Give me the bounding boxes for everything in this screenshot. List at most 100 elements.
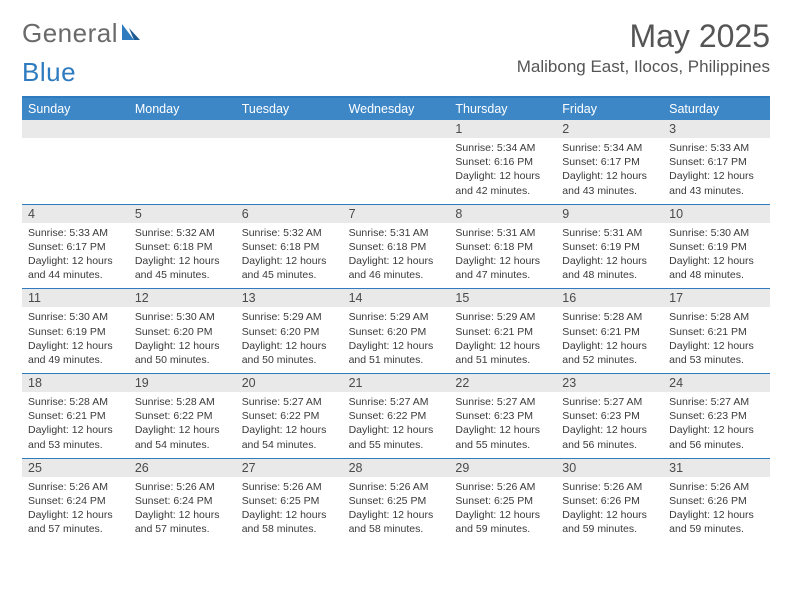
day-body — [343, 138, 450, 198]
daylight-text: Daylight: 12 hours and 45 minutes. — [135, 254, 230, 282]
day-body — [236, 138, 343, 198]
day-cell: 17Sunrise: 5:28 AMSunset: 6:21 PMDayligh… — [663, 289, 770, 373]
sunset-text: Sunset: 6:21 PM — [669, 325, 764, 339]
day-cell: 3Sunrise: 5:33 AMSunset: 6:17 PMDaylight… — [663, 120, 770, 204]
dow-row: Sunday Monday Tuesday Wednesday Thursday… — [22, 98, 770, 120]
sunrise-text: Sunrise: 5:28 AM — [135, 395, 230, 409]
sunset-text: Sunset: 6:22 PM — [135, 409, 230, 423]
day-body: Sunrise: 5:26 AMSunset: 6:25 PMDaylight:… — [343, 477, 450, 543]
day-number: 9 — [556, 205, 663, 223]
dow-sat: Saturday — [663, 98, 770, 120]
sunset-text: Sunset: 6:19 PM — [28, 325, 123, 339]
day-cell: 12Sunrise: 5:30 AMSunset: 6:20 PMDayligh… — [129, 289, 236, 373]
daylight-text: Daylight: 12 hours and 44 minutes. — [28, 254, 123, 282]
daylight-text: Daylight: 12 hours and 56 minutes. — [669, 423, 764, 451]
sunrise-text: Sunrise: 5:29 AM — [349, 310, 444, 324]
day-number: 15 — [449, 289, 556, 307]
sunset-text: Sunset: 6:19 PM — [562, 240, 657, 254]
day-body: Sunrise: 5:26 AMSunset: 6:24 PMDaylight:… — [129, 477, 236, 543]
day-number: 20 — [236, 374, 343, 392]
daylight-text: Daylight: 12 hours and 50 minutes. — [242, 339, 337, 367]
day-cell: 24Sunrise: 5:27 AMSunset: 6:23 PMDayligh… — [663, 374, 770, 458]
day-number: 28 — [343, 459, 450, 477]
calendar: Sunday Monday Tuesday Wednesday Thursday… — [22, 96, 770, 542]
day-cell: 14Sunrise: 5:29 AMSunset: 6:20 PMDayligh… — [343, 289, 450, 373]
sunset-text: Sunset: 6:25 PM — [455, 494, 550, 508]
day-cell: 19Sunrise: 5:28 AMSunset: 6:22 PMDayligh… — [129, 374, 236, 458]
day-number: 19 — [129, 374, 236, 392]
day-number: 18 — [22, 374, 129, 392]
brand-logo: General — [22, 18, 142, 49]
sunset-text: Sunset: 6:25 PM — [242, 494, 337, 508]
day-cell: 15 Sunrise: 5:29 AMSunset: 6:21 PMDayligh… — [449, 289, 556, 373]
day-number: 12 — [129, 289, 236, 307]
sunset-text: Sunset: 6:20 PM — [135, 325, 230, 339]
day-number: 10 — [663, 205, 770, 223]
dow-thu: Thursday — [449, 98, 556, 120]
sunrise-text: Sunrise: 5:33 AM — [669, 141, 764, 155]
sunrise-text: Sunrise: 5:26 AM — [135, 480, 230, 494]
daylight-text: Daylight: 12 hours and 59 minutes. — [455, 508, 550, 536]
sunset-text: Sunset: 6:23 PM — [562, 409, 657, 423]
day-body: Sunrise: 5:34 AMSunset: 6:16 PMDaylight:… — [449, 138, 556, 204]
daylight-text: Daylight: 12 hours and 59 minutes. — [562, 508, 657, 536]
day-body — [129, 138, 236, 198]
sunrise-text: Sunrise: 5:26 AM — [28, 480, 123, 494]
day-body: Sunrise: 5:28 AMSunset: 6:22 PMDaylight:… — [129, 392, 236, 458]
day-cell: 21Sunrise: 5:27 AMSunset: 6:22 PMDayligh… — [343, 374, 450, 458]
sunrise-text: Sunrise: 5:26 AM — [562, 480, 657, 494]
sunset-text: Sunset: 6:21 PM — [562, 325, 657, 339]
day-cell — [22, 120, 129, 204]
daylight-text: Daylight: 12 hours and 51 minutes. — [455, 339, 550, 367]
day-number — [22, 120, 129, 138]
daylight-text: Daylight: 12 hours and 52 minutes. — [562, 339, 657, 367]
day-cell: 6Sunrise: 5:32 AMSunset: 6:18 PMDaylight… — [236, 205, 343, 289]
day-number: 4 — [22, 205, 129, 223]
day-cell: 22Sunrise: 5:27 AMSunset: 6:23 PMDayligh… — [449, 374, 556, 458]
day-number: 5 — [129, 205, 236, 223]
sunrise-text: Sunrise: 5:31 AM — [455, 226, 550, 240]
dow-wed: Wednesday — [343, 98, 450, 120]
daylight-text: Daylight: 12 hours and 58 minutes. — [349, 508, 444, 536]
day-cell: 31Sunrise: 5:26 AMSunset: 6:26 PMDayligh… — [663, 459, 770, 543]
month-title: May 2025 — [517, 18, 770, 55]
sunset-text: Sunset: 6:18 PM — [349, 240, 444, 254]
sunset-text: Sunset: 6:16 PM — [455, 155, 550, 169]
day-body: Sunrise: 5:30 AMSunset: 6:19 PMDaylight:… — [663, 223, 770, 289]
day-number: 30 — [556, 459, 663, 477]
daylight-text: Daylight: 12 hours and 46 minutes. — [349, 254, 444, 282]
sunrise-text: Sunrise: 5:27 AM — [669, 395, 764, 409]
sunset-text: Sunset: 6:17 PM — [28, 240, 123, 254]
sunset-text: Sunset: 6:22 PM — [242, 409, 337, 423]
sunrise-text: Sunrise: 5:30 AM — [669, 226, 764, 240]
daylight-text: Daylight: 12 hours and 43 minutes. — [669, 169, 764, 197]
sunset-text: Sunset: 6:19 PM — [669, 240, 764, 254]
daylight-text: Daylight: 12 hours and 53 minutes. — [669, 339, 764, 367]
day-body: Sunrise: 5:27 AMSunset: 6:23 PMDaylight:… — [663, 392, 770, 458]
sunrise-text: Sunrise: 5:29 AM — [455, 310, 550, 324]
week-row: 4Sunrise: 5:33 AMSunset: 6:17 PMDaylight… — [22, 204, 770, 289]
day-body: Sunrise: 5:31 AMSunset: 6:18 PMDaylight:… — [343, 223, 450, 289]
location-line: Malibong East, Ilocos, Philippines — [517, 57, 770, 77]
day-cell: 25Sunrise: 5:26 AMSunset: 6:24 PMDayligh… — [22, 459, 129, 543]
sunset-text: Sunset: 6:23 PM — [669, 409, 764, 423]
sunrise-text: Sunrise: 5:27 AM — [455, 395, 550, 409]
day-cell: 9Sunrise: 5:31 AMSunset: 6:19 PMDaylight… — [556, 205, 663, 289]
day-body: Sunrise: 5:26 AMSunset: 6:25 PMDaylight:… — [236, 477, 343, 543]
day-body: Sunrise: 5:30 AMSunset: 6:19 PMDaylight:… — [22, 307, 129, 373]
day-cell: 5Sunrise: 5:32 AMSunset: 6:18 PMDaylight… — [129, 205, 236, 289]
daylight-text: Daylight: 12 hours and 42 minutes. — [455, 169, 550, 197]
day-cell: 18Sunrise: 5:28 AMSunset: 6:21 PMDayligh… — [22, 374, 129, 458]
day-number — [343, 120, 450, 138]
sunrise-text: Sunrise: 5:30 AM — [135, 310, 230, 324]
day-cell: 4Sunrise: 5:33 AMSunset: 6:17 PMDaylight… — [22, 205, 129, 289]
sunset-text: Sunset: 6:21 PM — [455, 325, 550, 339]
day-cell: 8Sunrise: 5:31 AMSunset: 6:18 PMDaylight… — [449, 205, 556, 289]
daylight-text: Daylight: 12 hours and 54 minutes. — [242, 423, 337, 451]
day-body: Sunrise: 5:29 AMSunset: 6:20 PMDaylight:… — [343, 307, 450, 373]
day-number: 31 — [663, 459, 770, 477]
day-number: 27 — [236, 459, 343, 477]
week-row: 11Sunrise: 5:30 AMSunset: 6:19 PMDayligh… — [22, 288, 770, 373]
daylight-text: Daylight: 12 hours and 48 minutes. — [669, 254, 764, 282]
daylight-text: Daylight: 12 hours and 55 minutes. — [455, 423, 550, 451]
